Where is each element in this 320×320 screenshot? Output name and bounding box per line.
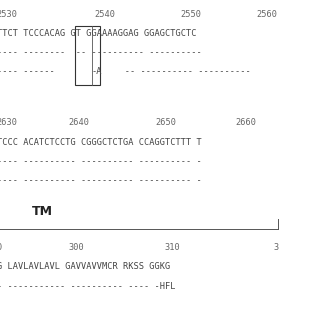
Text: 2540: 2540 — [94, 10, 116, 19]
Bar — [75, 26, 100, 85]
Text: ---- ---------- ---------- ---------- -: ---- ---------- ---------- ---------- - — [0, 176, 202, 185]
Text: TCCC ACATCTCCTG CGGGCTCTGA CCAGGTCTTT T: TCCC ACATCTCCTG CGGGCTCTGA CCAGGTCTTT T — [0, 138, 202, 147]
Text: 2530: 2530 — [0, 10, 18, 19]
Text: 3: 3 — [274, 243, 279, 252]
Text: -- ---------- ----------: -- ---------- ---------- — [109, 67, 251, 76]
Text: -A: -A — [92, 67, 102, 76]
Text: 2660: 2660 — [235, 118, 256, 127]
Text: 2560: 2560 — [256, 10, 277, 19]
Text: 2650: 2650 — [155, 118, 176, 127]
Text: 2640: 2640 — [69, 118, 90, 127]
Text: G LAVLAVLAVL GAVVAVVMCR RKSS GGKG: G LAVLAVLAVL GAVVAVVMCR RKSS GGKG — [0, 262, 170, 271]
Text: 310: 310 — [165, 243, 180, 252]
Text: 0: 0 — [0, 243, 2, 252]
Text: 300: 300 — [69, 243, 84, 252]
Text: 2550: 2550 — [181, 10, 202, 19]
Text: - ----------- ---------- ---- -HFL: - ----------- ---------- ---- -HFL — [0, 282, 175, 291]
Text: ---- --------  -- ---------- ----------: ---- -------- -- ---------- ---------- — [0, 48, 202, 57]
Text: ---- ---------- ---------- ---------- -: ---- ---------- ---------- ---------- - — [0, 157, 202, 166]
Text: 2630: 2630 — [0, 118, 18, 127]
Text: ---- ------: ---- ------ — [0, 67, 54, 76]
Text: TTCT TCCCACAG GT GGAAAAGGAG GGAGCTGCTC: TTCT TCCCACAG GT GGAAAAGGAG GGAGCTGCTC — [0, 29, 196, 38]
Text: TM: TM — [32, 205, 53, 218]
